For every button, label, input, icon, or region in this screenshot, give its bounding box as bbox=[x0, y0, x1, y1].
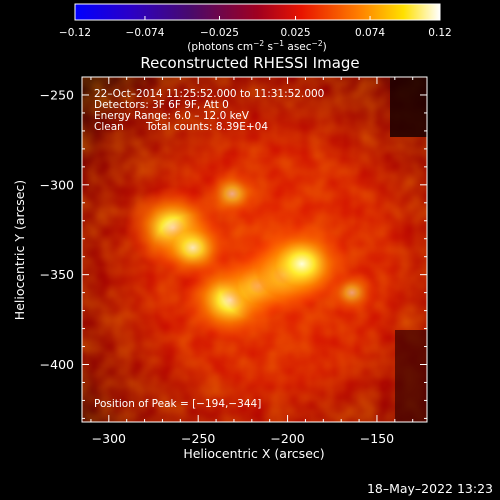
x-axis-label: Heliocentric X (arcsec) bbox=[183, 446, 324, 461]
x-tick-label: −250 bbox=[181, 431, 215, 446]
colorbar-tick-label: −0.12 bbox=[59, 27, 91, 39]
colorbar: −0.12 −0.074 −0.025 0.025 0.074 0.12 (photons… bbox=[59, 3, 452, 53]
y-tick-label: −250 bbox=[40, 87, 74, 102]
colorbar-gradient bbox=[74, 3, 441, 21]
annotation-peak: Position of Peak = [−194,−344] bbox=[94, 398, 261, 410]
x-tick-label: −150 bbox=[360, 431, 394, 446]
colorbar-tick-label: 0.074 bbox=[355, 27, 385, 39]
colorbar-ticks: −0.12 −0.074 −0.025 0.025 0.074 0.12 bbox=[59, 16, 452, 39]
x-axis-ticks: −300 −250 −200 −150 bbox=[90, 77, 414, 446]
heatmap-source bbox=[253, 222, 351, 306]
annotations: 22–Oct–2014 11:25:52.000 to 11:31:52.000… bbox=[94, 88, 324, 410]
chart-title: Reconstructed RHESSI Image bbox=[140, 54, 359, 72]
footer-date: 18–May–2022 13:23 bbox=[367, 481, 493, 496]
heatmap-image bbox=[82, 77, 427, 422]
y-tick-label: −350 bbox=[40, 267, 74, 282]
y-axis-label: Heliocentric Y (arcsec) bbox=[12, 180, 27, 320]
x-tick-label: −200 bbox=[270, 431, 304, 446]
annotation-energy: Energy Range: 6.0 – 12.0 keV bbox=[94, 110, 250, 122]
heatmap-sources bbox=[124, 168, 379, 342]
y-tick-label: −300 bbox=[40, 177, 74, 192]
annotation-counts: Total counts: 8.39E+04 bbox=[145, 121, 268, 133]
plot-frame bbox=[81, 76, 428, 423]
heatmap-dark-corner-tr bbox=[390, 77, 427, 137]
heatmap-source bbox=[202, 168, 262, 219]
annotation-time-range: 22–Oct–2014 11:25:52.000 to 11:31:52.000 bbox=[94, 88, 324, 100]
y-tick-label: −400 bbox=[40, 357, 74, 372]
heatmap-source bbox=[325, 270, 379, 316]
colorbar-tick-label: 0.12 bbox=[428, 27, 451, 39]
y-axis-ticks: −250 −300 −350 −400 bbox=[40, 76, 427, 419]
annotation-detectors: Detectors: 3F 6F 9F, Att 0 bbox=[94, 99, 229, 111]
colorbar-tick-label: 0.025 bbox=[280, 27, 310, 39]
colorbar-unit-label: (photons cm−2 s−1 asec−2) bbox=[187, 39, 326, 53]
x-tick-label: −300 bbox=[92, 431, 126, 446]
colorbar-tick-label: −0.074 bbox=[126, 27, 165, 39]
annotation-method: Clean bbox=[94, 121, 124, 133]
colorbar-tick-label: −0.025 bbox=[200, 27, 239, 39]
heatmap-dark-corner-br bbox=[395, 330, 427, 422]
